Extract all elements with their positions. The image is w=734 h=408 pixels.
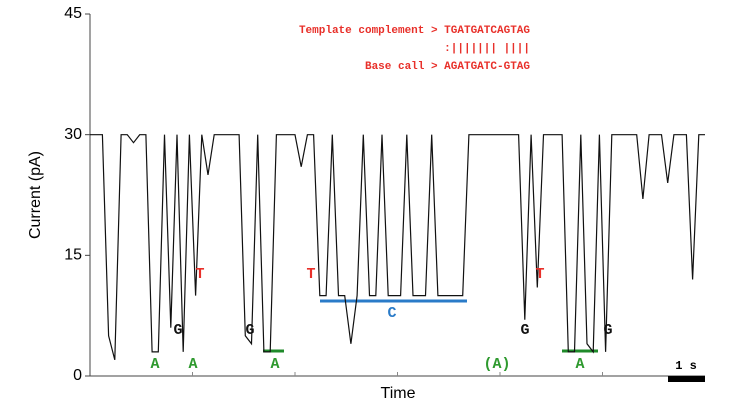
y-tick-label: 45 [64,5,82,22]
base-label: T [535,266,544,283]
base-label: T [306,266,315,283]
base-label: G [520,322,529,339]
current-trace [90,134,705,361]
alignment-line: Base call > AGATGATC-GTAG [365,61,530,73]
x-axis-label: Time [381,385,416,402]
base-label: G [173,322,182,339]
scale-bar [668,376,705,382]
y-tick-label: 15 [64,247,82,264]
base-label: C [387,305,396,322]
base-label: A [150,356,159,373]
scale-bar-label: 1 s [675,359,697,373]
y-tick-label: 30 [64,126,82,143]
base-label: G [245,322,254,339]
base-label: (A) [483,356,510,373]
base-label: A [188,356,197,373]
base-label: T [195,266,204,283]
alignment-line: :||||||| |||| [444,43,530,55]
base-label: A [270,356,279,373]
alignment-line: Template complement > TGATGATCAGTAG [299,25,530,37]
base-label: G [603,322,612,339]
base-label: A [575,356,584,373]
y-axis-label: Current (pA) [27,151,44,239]
y-tick-label: 0 [73,367,82,384]
